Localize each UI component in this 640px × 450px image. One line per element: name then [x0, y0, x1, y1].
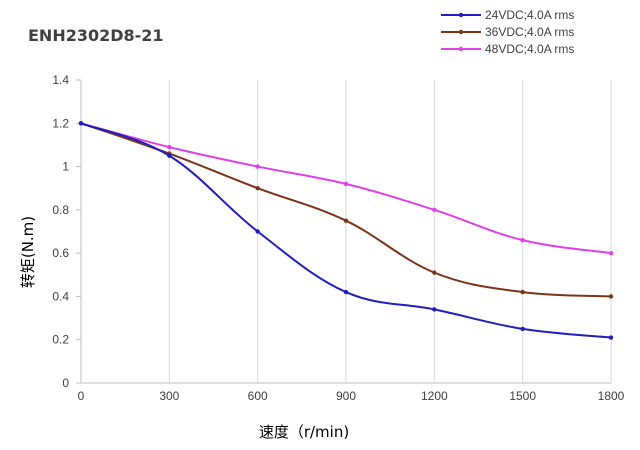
y-tick-label: 0.2 [52, 333, 69, 347]
y-tick-label: 1.4 [52, 73, 69, 87]
x-tick-label: 600 [248, 389, 268, 403]
x-tick-label: 1500 [509, 389, 536, 403]
chart-title: ENH2302D8-21 [28, 26, 164, 45]
y-tick-label: 1 [62, 160, 69, 174]
y-tick-label: 0.4 [52, 289, 69, 303]
data-point [167, 153, 172, 158]
legend-marker [458, 12, 464, 18]
x-tick-label: 900 [336, 389, 356, 403]
axes: 0 300 600 900 1200 1500 1800 0 0.2 0.4 0.6 0.8 1 1.2 1… [52, 73, 624, 403]
data-point [608, 250, 614, 256]
legend-marker [458, 46, 464, 52]
y-tick-label: 0.8 [52, 203, 69, 217]
data-point [432, 307, 437, 312]
data-point [343, 181, 349, 187]
data-point [432, 270, 437, 275]
data-point [520, 326, 525, 332]
data-point [255, 229, 260, 234]
legend-label-3: 48VDC;4.0A rms [485, 42, 574, 56]
data-point [167, 144, 172, 150]
data-point [255, 186, 260, 191]
data-point [255, 164, 260, 169]
legend-marker [458, 29, 464, 35]
x-tick-label: 1800 [598, 389, 625, 403]
data-point [520, 289, 525, 295]
legend-label-1: 24VDC;4.0A rms [485, 8, 574, 22]
series-group [78, 121, 614, 340]
data-point [343, 218, 349, 223]
y-axis-title: 转矩(N.m) [19, 216, 37, 288]
x-tick-label: 1200 [421, 389, 448, 403]
data-point [608, 294, 614, 299]
x-tick-label: 0 [78, 389, 85, 403]
y-tick-label: 0 [62, 376, 69, 390]
data-point [78, 121, 84, 126]
x-axis-title: 速度（r/min) [259, 423, 349, 441]
data-point [608, 335, 614, 340]
legend-label-2: 36VDC;4.0A rms [485, 25, 574, 39]
legend: 24VDC;4.0A rms 36VDC;4.0A rms 48VDC;4.0A r… [441, 8, 574, 56]
y-tick-label: 1.2 [52, 116, 69, 130]
x-tick-label: 300 [159, 389, 179, 403]
data-point [432, 207, 437, 213]
y-tick-label: 0.6 [52, 246, 69, 260]
data-point [520, 237, 525, 243]
data-point [343, 289, 349, 295]
